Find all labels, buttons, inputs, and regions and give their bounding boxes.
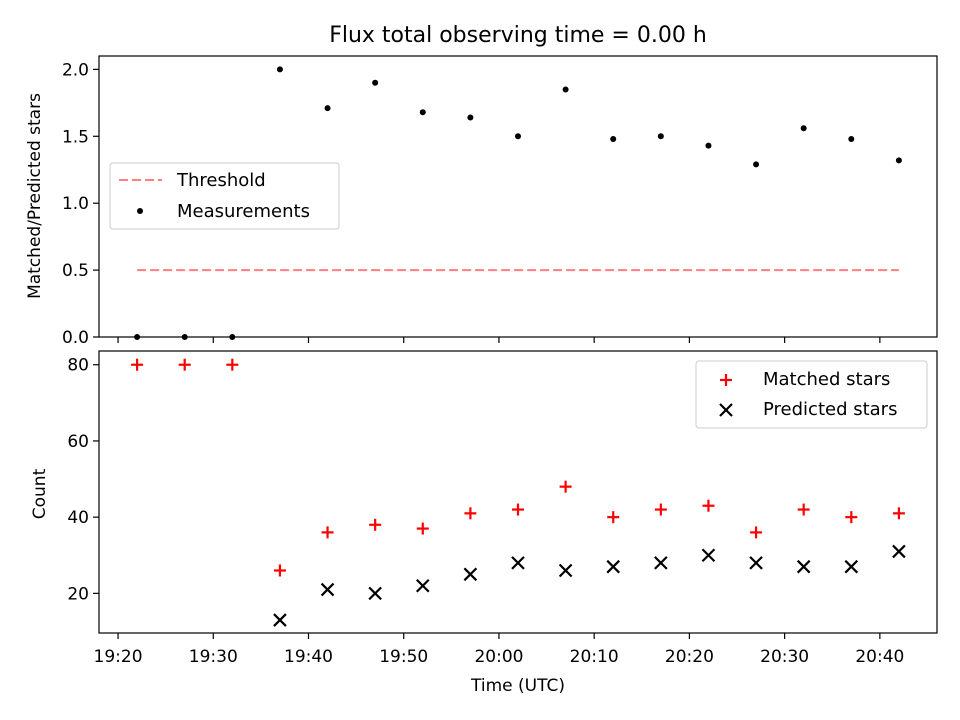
count-y-tick-label: 80: [67, 356, 89, 376]
predicted-stars-legend-swatch: [719, 403, 733, 417]
x-tick-label: 19:30: [189, 647, 238, 667]
x-tick-label: 20:30: [760, 647, 809, 667]
predicted-star-point: [415, 578, 430, 593]
ratio-legend: Threshold Measurements: [109, 162, 340, 230]
measurement-point: [324, 105, 331, 112]
predicted-star-point: [701, 548, 716, 563]
ratio-y-tick-label: 2.0: [62, 60, 89, 80]
count-legend: Matched stars Predicted stars: [695, 360, 928, 429]
measurements-legend-swatch: [137, 208, 143, 214]
measurement-point: [848, 135, 855, 142]
predicted-star-point: [273, 613, 287, 627]
count-panel-frame: [98, 350, 938, 634]
ratio-y-tick-label: 0.5: [62, 261, 89, 281]
measurements-legend-label: Measurements: [177, 201, 310, 222]
count-y-tick-label: 60: [67, 432, 89, 452]
predicted-star-point: [463, 567, 478, 582]
x-tick-label: 20:20: [665, 647, 714, 667]
measurement-point: [562, 86, 569, 93]
matched-star-point: [512, 503, 524, 516]
figure-title: Flux total observing time = 0.00 h: [329, 23, 707, 48]
measurement-point: [419, 109, 426, 116]
predicted-star-point: [749, 556, 763, 570]
matched-star-point: [178, 358, 191, 371]
matched-star-point: [131, 358, 144, 371]
predicted-star-point: [892, 544, 906, 559]
matched-star-point: [559, 480, 572, 493]
threshold-legend-label: Threshold: [176, 170, 266, 191]
measurement-point: [610, 135, 617, 142]
measurement-point: [705, 142, 712, 149]
x-tick-label: 20:10: [570, 647, 619, 667]
ratio-legend-box: [109, 162, 340, 230]
x-tick-label: 19:50: [379, 647, 428, 667]
ratio-y-tick-label: 0.0: [62, 328, 89, 348]
matched-star-point: [369, 518, 382, 531]
ratio-panel-frame: [98, 55, 938, 338]
predicted-star-point: [558, 563, 573, 578]
predicted-star-point: [654, 556, 668, 570]
measurement-point: [467, 114, 474, 121]
x-axis-label: Time (UTC): [470, 676, 565, 696]
ratio-y-tick-label: 1.5: [62, 127, 89, 147]
matched-star-point: [750, 526, 763, 539]
count-y-axis-label: Count: [30, 468, 50, 519]
x-tick-label: 19:20: [94, 647, 143, 667]
ratio-y-axis-label: Matched/Predicted stars: [25, 93, 45, 299]
measurement-point: [515, 133, 521, 140]
predicted-star-point: [796, 559, 811, 574]
measurement-point: [895, 157, 902, 164]
matched-star-point: [797, 503, 810, 516]
x-tick-label: 20:00: [474, 647, 523, 667]
matched-star-point: [607, 511, 620, 524]
ratio-y-tick-label: 1.0: [62, 194, 89, 214]
predicted-star-point: [844, 559, 859, 574]
predicted-stars-legend-label: Predicted stars: [763, 399, 897, 420]
predicted-star-point: [368, 586, 382, 601]
predicted-star-point: [320, 582, 335, 597]
x-tick-label: 19:40: [284, 647, 333, 667]
measurement-point: [800, 125, 807, 132]
count-y-tick-label: 20: [67, 584, 89, 604]
measurement-point: [372, 79, 379, 86]
matched-star-point: [416, 522, 429, 535]
matched-star-point: [321, 526, 334, 539]
measurement-point: [753, 161, 760, 168]
matched-star-point: [226, 358, 239, 371]
measurement-point: [276, 66, 283, 73]
predicted-star-point: [511, 556, 525, 570]
count-y-tick-label: 40: [67, 508, 89, 528]
matched-star-point: [702, 499, 715, 512]
matched-star-point: [654, 503, 667, 516]
matched-stars-legend-swatch: [720, 374, 732, 386]
matched-star-point: [892, 507, 905, 520]
matched-star-point: [464, 507, 477, 520]
count-panel: 20 40 60 80 19:20 19:30 19:40 19:50 20:00 20:10 20…: [30, 350, 938, 667]
predicted-star-point: [606, 559, 621, 574]
x-tick-label: 20:40: [855, 647, 904, 667]
matched-stars-legend-label: Matched stars: [763, 369, 890, 390]
matched-star-point: [845, 511, 858, 524]
count-legend-box: [695, 360, 928, 429]
measurement-point: [657, 133, 664, 140]
matched-star-point: [273, 564, 286, 577]
ratio-panel: 0.00.51.01.52.0 Matched/Predicted stars …: [25, 55, 938, 348]
